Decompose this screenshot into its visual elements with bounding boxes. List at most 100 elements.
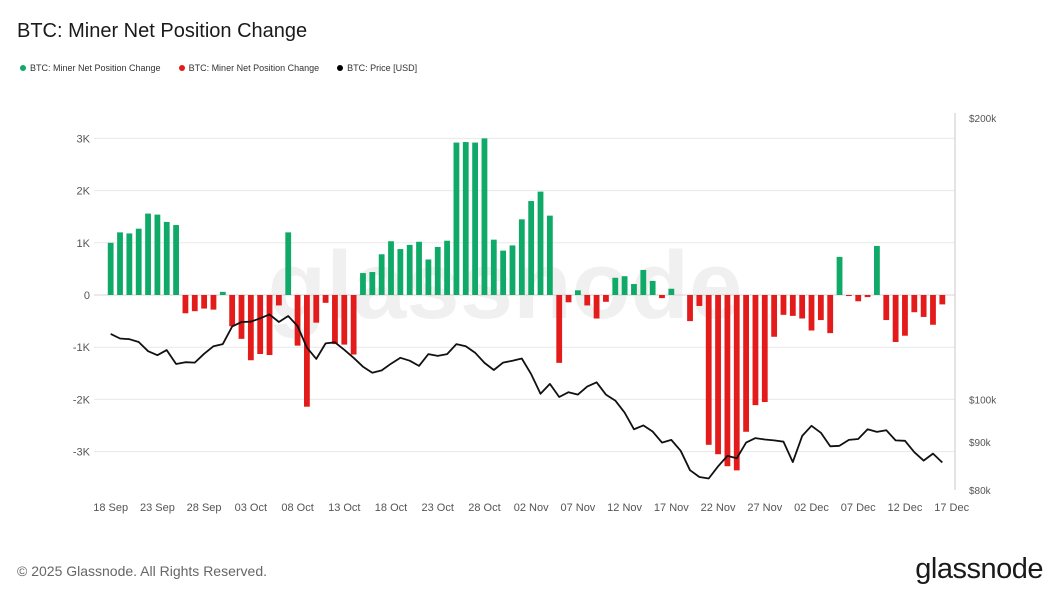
- bar: [836, 256, 843, 295]
- bar: [864, 295, 871, 298]
- bar: [313, 295, 320, 323]
- brand-logo: glassnode: [915, 553, 1043, 585]
- chart-title: BTC: Miner Net Position Change: [17, 20, 308, 42]
- bar: [640, 269, 647, 295]
- legend-item-negative[interactable]: BTC: Miner Net Position Change: [178, 63, 320, 73]
- bar: [472, 142, 479, 295]
- bar: [107, 242, 114, 295]
- bar: [266, 295, 273, 356]
- left-axis: 3K 2K 1K 0 -1K -2K -3K: [73, 133, 91, 458]
- bar: [388, 241, 394, 295]
- x-tick-label: 23 Oct: [422, 502, 454, 514]
- bar: [481, 138, 488, 295]
- bar: [500, 250, 507, 295]
- x-tick-label: 27 Nov: [747, 502, 782, 514]
- bar: [425, 259, 432, 295]
- bar: [659, 295, 665, 299]
- bar: [584, 295, 591, 306]
- bar: [117, 232, 123, 295]
- bar: [126, 233, 133, 295]
- bar: [556, 295, 563, 363]
- bar: [294, 295, 301, 346]
- bar: [416, 241, 422, 295]
- bar: [603, 295, 609, 302]
- x-tick-label: 07 Dec: [841, 502, 876, 514]
- legend-item-positive[interactable]: BTC: Miner Net Position Change: [20, 63, 161, 73]
- left-tick-label: -3K: [73, 447, 91, 459]
- x-tick-label: 18 Sep: [93, 502, 128, 514]
- bar: [490, 239, 497, 295]
- x-tick-label: 17 Nov: [654, 502, 689, 514]
- bar: [724, 295, 731, 467]
- bar: [789, 295, 796, 316]
- bar: [911, 295, 918, 313]
- bar: [462, 142, 469, 295]
- legend-price-dot: [337, 65, 344, 71]
- bar: [920, 295, 927, 317]
- price-line-group: [110, 313, 943, 480]
- bar: [817, 295, 824, 321]
- bar: [752, 295, 759, 406]
- x-tick-label: 12 Nov: [607, 502, 642, 514]
- x-tick-label: 13 Oct: [328, 502, 360, 514]
- bar: [715, 295, 721, 455]
- bar: [855, 295, 862, 302]
- bar: [537, 191, 544, 295]
- legend-negative-label: BTC: Miner Net Position Change: [188, 63, 320, 73]
- legend: BTC: Miner Net Position Change BTC: Mine…: [20, 63, 417, 73]
- bar: [874, 245, 880, 295]
- copyright-footer: © 2025 Glassnode. All Rights Reserved.: [17, 563, 268, 579]
- legend-negative-dot: [178, 65, 185, 71]
- bar: [453, 142, 460, 295]
- bar: [902, 295, 908, 336]
- bar: [285, 232, 292, 295]
- bar: [191, 295, 198, 312]
- x-tick-label: 28 Sep: [187, 502, 222, 514]
- bar: [799, 295, 806, 319]
- bar: [182, 295, 189, 314]
- bar: [332, 295, 338, 345]
- bar: [247, 295, 254, 361]
- bar: [163, 221, 170, 295]
- bar: [845, 295, 852, 297]
- legend-positive-dot: [20, 65, 26, 71]
- bar: [593, 295, 600, 319]
- legend-price-label: BTC: Price [USD]: [347, 63, 418, 73]
- bar: [771, 295, 778, 337]
- bar: [827, 295, 834, 334]
- bar: [892, 295, 899, 342]
- bar: [341, 295, 348, 345]
- bars: [107, 138, 946, 471]
- bar: [145, 213, 151, 295]
- bar: [883, 295, 890, 321]
- bar: [322, 295, 329, 303]
- left-tick-label: 3K: [77, 133, 91, 145]
- bar: [621, 276, 628, 295]
- bar: [939, 295, 946, 305]
- bar: [668, 288, 675, 295]
- bar: [444, 240, 450, 295]
- bar: [304, 295, 310, 407]
- bar: [631, 284, 637, 295]
- left-tick-label: 1K: [77, 238, 91, 250]
- bar: [761, 295, 768, 403]
- bar: [350, 295, 357, 355]
- right-tick-label: $80k: [969, 486, 992, 497]
- bar: [518, 219, 525, 295]
- bar: [509, 245, 516, 295]
- right-tick-label: $90k: [969, 438, 992, 449]
- x-tick-label: 08 Oct: [281, 502, 313, 514]
- bar: [743, 295, 749, 432]
- left-tick-label: 0: [84, 290, 90, 302]
- right-tick-label: $100k: [969, 395, 997, 406]
- x-tick-label: 17 Dec: [934, 502, 969, 514]
- bar: [705, 295, 712, 445]
- right-tick-label: $200k: [969, 114, 997, 125]
- bar: [808, 295, 815, 331]
- bar: [528, 201, 535, 295]
- bar: [397, 249, 404, 295]
- legend-item-price[interactable]: BTC: Price [USD]: [337, 63, 417, 73]
- bar: [696, 295, 703, 306]
- x-tick-label: 03 Oct: [235, 502, 267, 514]
- bar: [780, 295, 787, 315]
